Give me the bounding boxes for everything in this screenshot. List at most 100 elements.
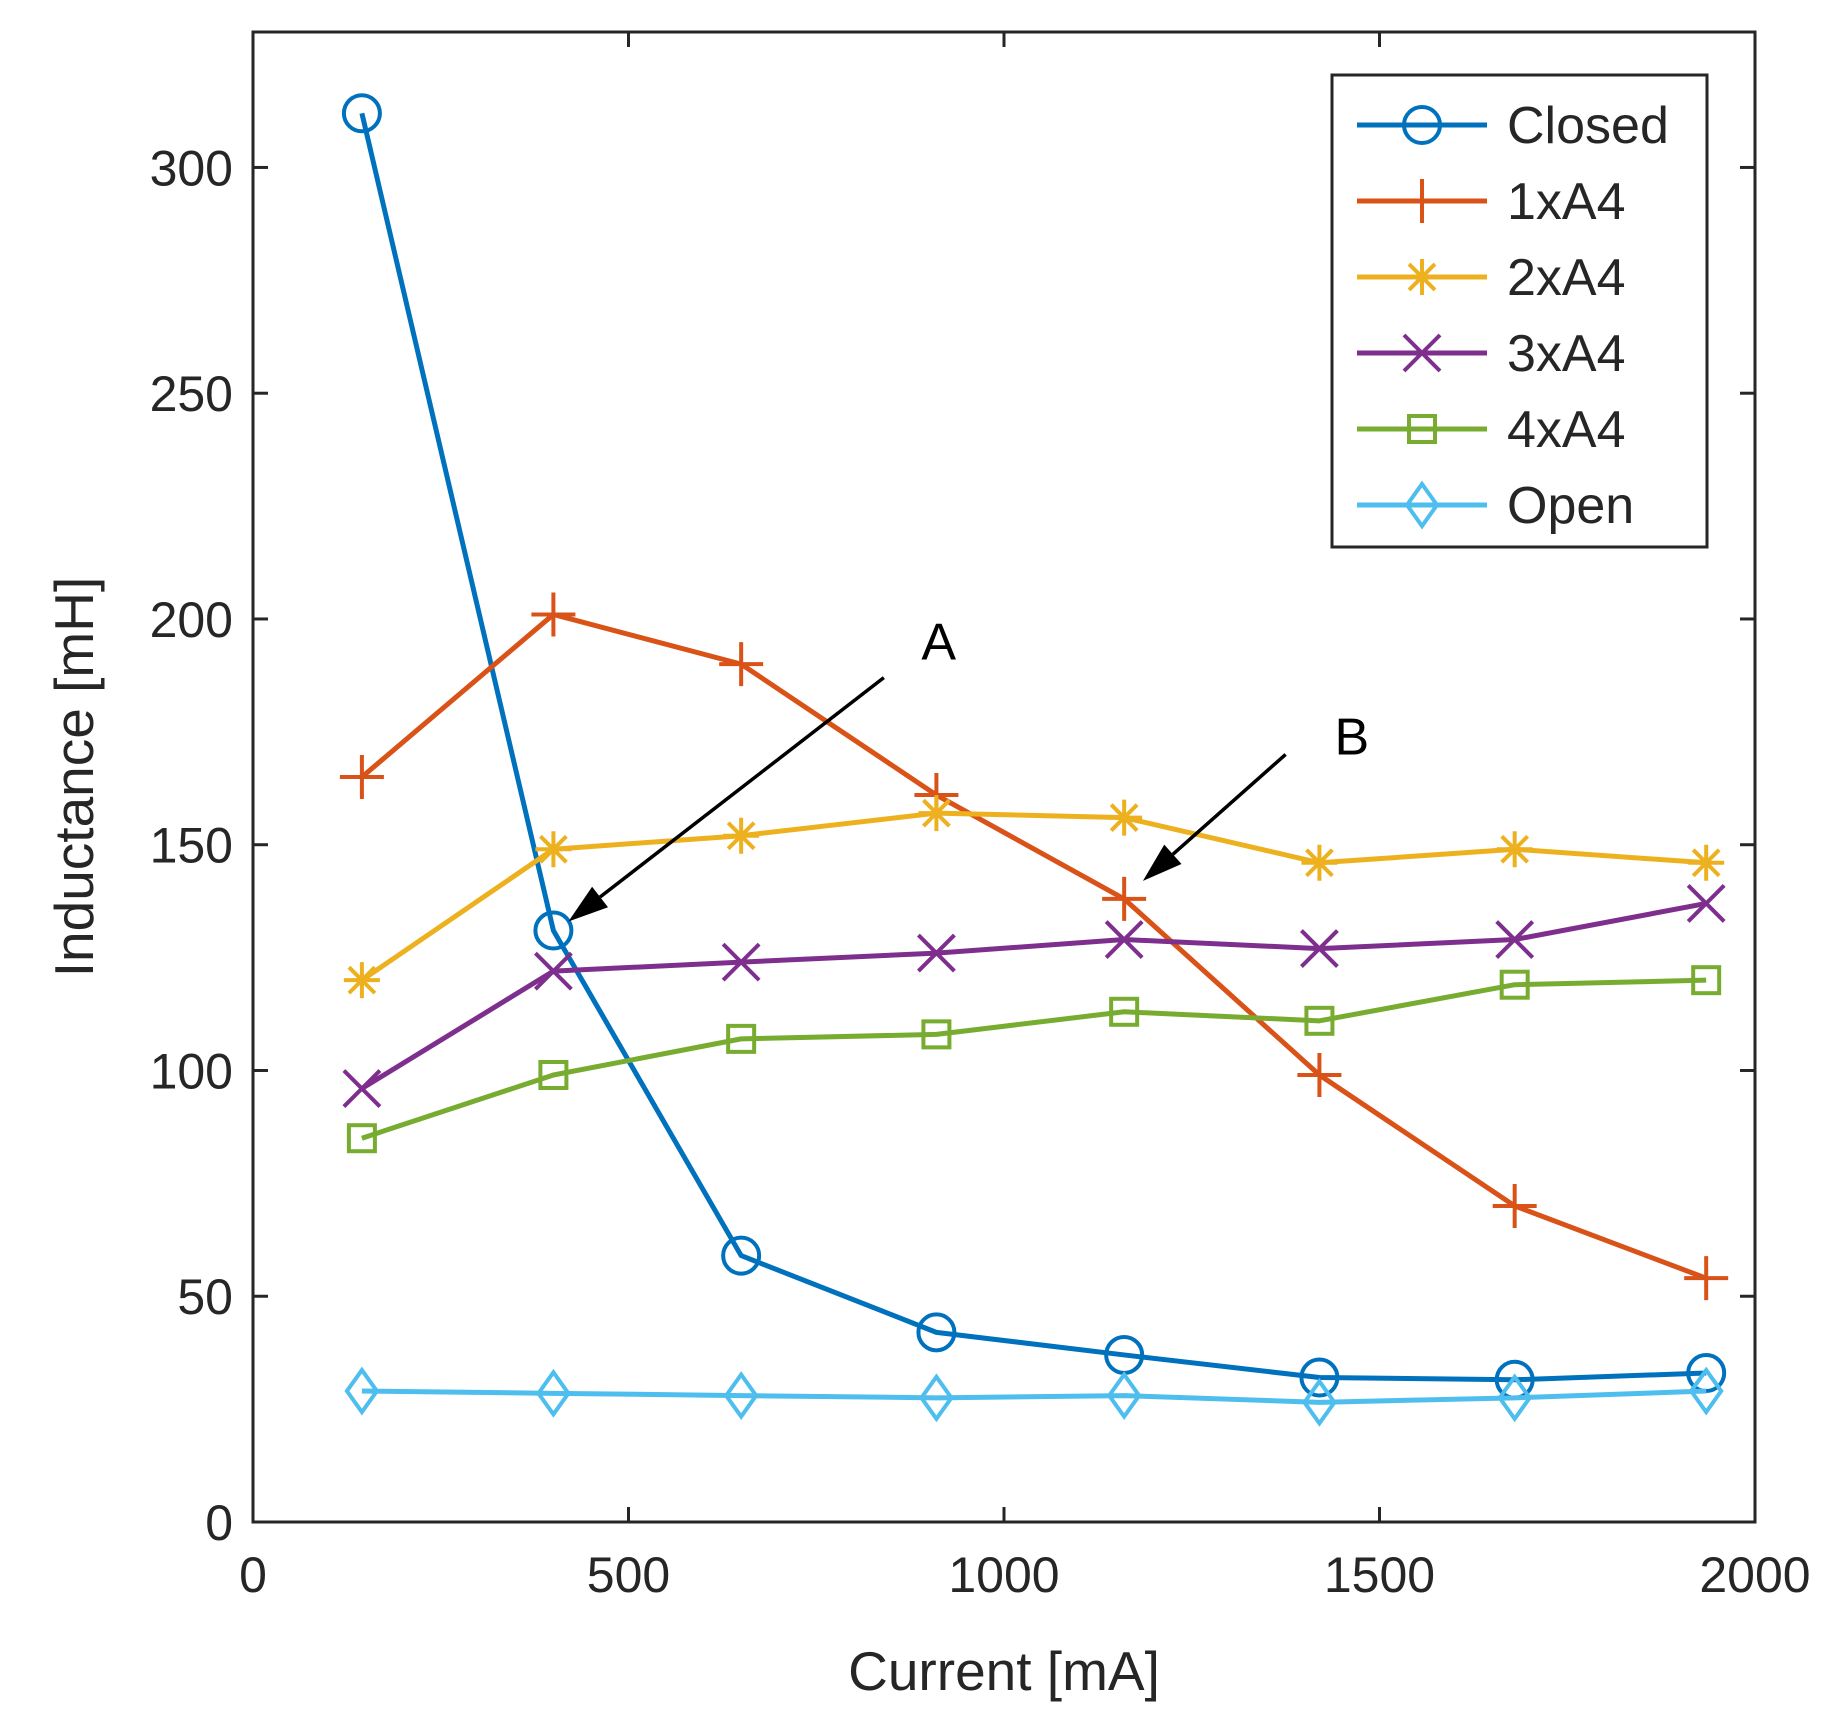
annotation-label: A [921,614,956,672]
y-tick-label: 300 [150,140,233,196]
circle-marker [1402,105,1442,145]
data-point-3xa4 [1104,920,1144,959]
data-point-2xa4 [535,831,572,868]
y-tick-label: 50 [177,1269,233,1325]
data-point-1xa4 [1102,876,1147,921]
x-marker [721,942,761,982]
asterisk-marker [1404,259,1440,295]
series-line-closed [359,112,1707,1383]
diamond-marker [535,1368,571,1418]
circle-marker [721,1235,762,1276]
annotation-arrow-line [1171,753,1287,856]
y-tick-label: 100 [150,1043,233,1099]
data-point-1xa4 [1492,1183,1537,1228]
x-marker [533,951,573,991]
data-point-4xa4 [921,1019,952,1050]
annotation-b: B [1142,708,1369,881]
annotation-label: B [1334,708,1369,766]
legend-marker [1407,414,1437,444]
diamond-marker [1301,1377,1337,1427]
asterisk-marker [1688,844,1725,881]
data-point-2xa4 [1301,844,1338,881]
data-point-4xa4 [1691,965,1722,996]
x-tick-label: 1000 [948,1547,1059,1603]
x-tick-label: 2000 [1699,1547,1810,1603]
square-marker [921,1019,952,1050]
asterisk-marker [1106,799,1143,836]
asterisk-marker [535,831,572,868]
data-point-open [535,1368,571,1418]
legend-item-4xa4: 4xA4 [1357,401,1626,459]
circle-marker [1686,1353,1727,1393]
plus-marker [1102,876,1147,921]
data-point-1xa4 [1684,1256,1729,1301]
data-point-open [1106,1371,1142,1421]
y-tick-label: 250 [150,366,233,422]
series-layer [339,93,1729,1427]
legend-marker [1402,333,1442,373]
data-point-closed [916,1312,957,1353]
data-point-2xa4 [723,817,760,854]
legend-label: 3xA4 [1507,325,1626,383]
data-point-3xa4 [721,942,761,982]
data-point-2xa4 [918,795,955,832]
legend-marker [1404,259,1440,295]
annotation-arrow-head [568,886,609,922]
annotation-layer: AB [568,614,1369,922]
diamond-marker [1497,1373,1533,1423]
diamond-marker [1404,480,1440,530]
data-point-3xa4 [533,951,573,991]
data-point-3xa4 [1300,929,1339,968]
circle-marker [533,910,574,951]
legend-label: 4xA4 [1507,401,1626,459]
plus-marker [339,755,384,799]
plus-marker [719,642,764,687]
square-marker [538,1060,569,1090]
data-point-2xa4 [1106,799,1143,836]
series-line-4xa4 [361,977,1707,1141]
data-point-4xa4 [1499,969,1530,1000]
circle-marker [1299,1357,1340,1398]
series-open [344,1366,1724,1427]
x-tick-label: 1500 [1324,1547,1435,1603]
x-tick-label: 0 [239,1547,267,1603]
data-point-1xa4 [339,755,384,799]
x-marker [1104,920,1144,959]
x-marker [342,1069,382,1108]
data-point-closed [341,93,382,134]
data-point-1xa4 [531,592,576,637]
square-marker [1109,996,1140,1027]
data-point-closed [1299,1357,1340,1398]
data-point-closed [1686,1353,1727,1393]
data-point-3xa4 [916,933,956,973]
y-tick-label: 200 [150,592,233,648]
circle-marker [916,1312,957,1353]
series-2xa4 [343,795,1725,999]
legend-item-2xa4: 2xA4 [1357,249,1626,307]
data-point-4xa4 [346,1123,377,1154]
annotation-arrow-line [598,676,885,899]
legend-item-closed: Closed [1357,97,1669,155]
data-point-2xa4 [343,962,380,999]
y-tick-label: 150 [150,818,233,874]
y-tick-label: 0 [205,1495,233,1551]
legend-item-3xa4: 3xA4 [1357,325,1626,383]
plus-marker [1297,1053,1342,1097]
series-1xa4 [339,592,1729,1301]
annotation-a: A [568,614,956,922]
data-point-4xa4 [726,1023,757,1054]
asterisk-marker [1496,831,1533,868]
asterisk-marker [918,795,955,832]
legend-marker [1402,105,1442,145]
legend-label: Closed [1507,97,1669,155]
data-point-closed [721,1235,762,1276]
data-point-3xa4 [1495,920,1535,959]
data-point-1xa4 [719,642,764,687]
data-point-open [1688,1366,1724,1416]
diamond-marker [1688,1366,1724,1416]
x-axis-label: Current [mA] [848,1640,1160,1702]
data-point-open [344,1366,380,1416]
data-point-2xa4 [1496,831,1533,868]
diamond-marker [1106,1371,1142,1421]
